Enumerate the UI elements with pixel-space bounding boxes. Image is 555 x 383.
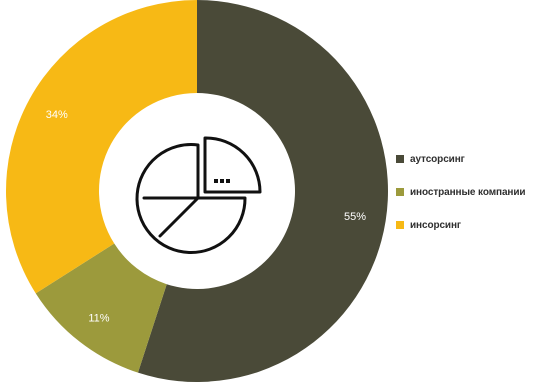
legend-swatch [396,155,404,163]
donut-slice-0 [137,0,389,382]
legend-item-outsourcing: аутсорсинг [396,148,525,170]
legend-label: аутсорсинг [410,153,465,165]
slice-label-0: 55% [344,211,366,223]
slice-label-1: 11% [88,312,109,324]
legend-swatch [396,188,404,196]
donut-slice-1 [35,243,167,373]
donut-slices [6,0,389,382]
legend-label: инсорсинг [410,219,461,231]
legend-item-insourcing: инсорсинг [396,214,525,236]
pie-chart-icon [135,136,262,255]
legend-swatch [396,221,404,229]
donut-slice-2 [6,0,197,294]
slice-labels: 55% 11% 34% [46,109,366,325]
legend-label: иностранные компании [410,186,526,198]
legend: аутсорсинг иностранные компании инсорсин… [396,148,526,247]
legend-item-foreign-companies: иностранные компании [396,181,526,203]
slice-label-2: 34% [46,109,68,121]
